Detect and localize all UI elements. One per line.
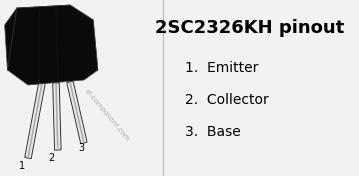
Text: 3: 3 xyxy=(78,143,84,153)
Polygon shape xyxy=(5,5,98,85)
Text: 2: 2 xyxy=(48,153,55,163)
Polygon shape xyxy=(25,82,45,159)
Text: 3.  Base: 3. Base xyxy=(185,125,241,139)
Polygon shape xyxy=(69,82,85,143)
Text: 1: 1 xyxy=(19,161,25,171)
Polygon shape xyxy=(55,83,59,150)
Polygon shape xyxy=(53,83,61,150)
Polygon shape xyxy=(27,83,43,158)
Text: el-component.com: el-component.com xyxy=(84,88,131,142)
Text: 2.  Collector: 2. Collector xyxy=(185,93,269,107)
Polygon shape xyxy=(67,81,87,144)
Text: 1.  Emitter: 1. Emitter xyxy=(185,61,258,75)
Text: 2SC2326KH pinout: 2SC2326KH pinout xyxy=(155,19,345,37)
